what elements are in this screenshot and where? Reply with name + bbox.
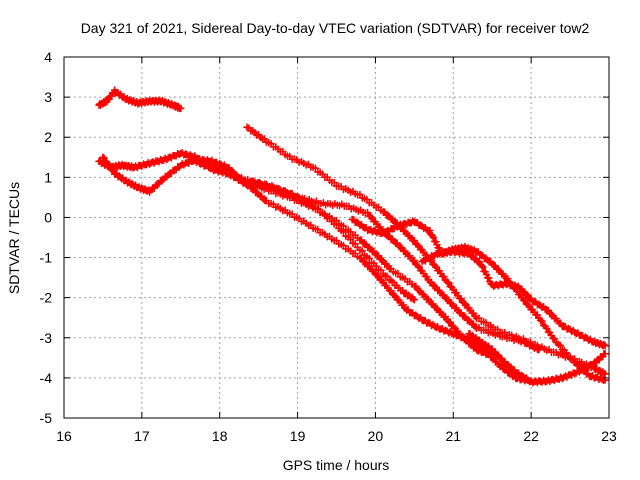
- plot-frame: [63, 56, 610, 419]
- series-track-8: [418, 246, 609, 350]
- x-tick-label: 17: [134, 428, 150, 444]
- x-tick-label: 18: [212, 428, 228, 444]
- x-tick-labels: 16 17 18 19 20 21 22 23: [56, 428, 617, 444]
- y-tick-label: -5: [40, 410, 53, 426]
- axis-ticks: [63, 56, 610, 419]
- y-tick-label: 2: [44, 129, 52, 145]
- y-tick-label: -1: [40, 250, 53, 266]
- x-axis-label: GPS time / hours: [283, 457, 390, 473]
- x-tick-label: 21: [445, 428, 461, 444]
- data-series: [95, 86, 609, 387]
- x-tick-label: 19: [290, 428, 306, 444]
- y-tick-label: 3: [44, 89, 52, 105]
- y-tick-labels: -5 -4 -3 -2 -1 0 1 2 3 4: [40, 49, 53, 426]
- y-axis-label: SDTVAR / TECUs: [6, 182, 22, 294]
- series-track-9: [465, 330, 609, 387]
- y-tick-label: -2: [40, 290, 53, 306]
- y-tick-label: 0: [44, 209, 52, 225]
- y-tick-label: -4: [40, 370, 53, 386]
- series-track-4: [184, 153, 535, 386]
- x-tick-label: 22: [523, 428, 539, 444]
- y-tick-label: 1: [44, 169, 52, 185]
- y-tick-label: 4: [44, 49, 52, 65]
- chart-title: Day 321 of 2021, Sidereal Day-to-day VTE…: [81, 20, 590, 36]
- series-track-1: [95, 86, 185, 113]
- y-tick-label: -3: [40, 330, 53, 346]
- series-track-6: [247, 177, 543, 354]
- x-tick-label: 16: [56, 428, 72, 444]
- x-tick-label: 23: [601, 428, 617, 444]
- x-tick-label: 20: [368, 428, 384, 444]
